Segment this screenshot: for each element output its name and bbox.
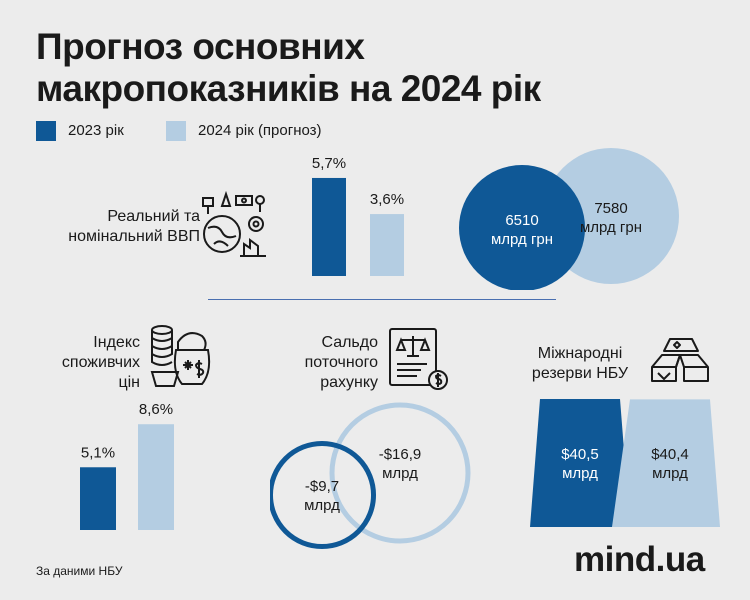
current-account-ring-2023 [270, 440, 377, 550]
current-account-label-line-1: Сальдо [321, 334, 378, 351]
reserves-unit-2024: млрд [652, 465, 688, 482]
cpi-value-label-2024: 8,6% [139, 401, 173, 418]
current-account-label-line-3: рахунку [320, 374, 378, 391]
current-account-label-line-2: поточного [304, 354, 378, 371]
gdp-label-line-2: номінальний ВВП [68, 228, 200, 245]
cpi-label-line-3: цін [118, 374, 140, 391]
cpi-label-line-2: споживчих [61, 354, 140, 371]
gdp-nominal-bubble-2023 [459, 165, 586, 290]
reserves-value-2024: $40,4 [651, 446, 689, 463]
reserves-shape-2024 [612, 399, 720, 527]
gdp-nominal-unit-2024: млрд грн [580, 219, 642, 236]
gdp-label-line-1: Реальний та [107, 208, 200, 225]
gdp-real-bar-2024 [370, 214, 404, 276]
legend-label-2024: 2024 рік (прогноз) [198, 122, 322, 139]
current-account-bubbles: -$9,7 млрд -$16,9 млрд [270, 402, 471, 550]
gdp-real-bars: 5,7% 3,6% [312, 155, 404, 276]
reserves-trapezoids: $40,5 млрд $40,4 млрд [530, 399, 720, 527]
current-account-value-2023: -$9,7 [305, 478, 339, 495]
reserves-label-line-1: Міжнародні [537, 345, 623, 362]
gdp-nominal-value-2024: 7580 [594, 200, 627, 217]
reserves-unit-2023: млрд [562, 465, 598, 482]
page-title: Прогноз основних макропоказників на 2024… [36, 26, 676, 110]
legend-swatch-2024 [166, 121, 186, 141]
cpi-value-label-2023: 5,1% [81, 444, 115, 461]
gold-bars-icon [651, 338, 709, 382]
cpi-bars: 5,1% 8,6% [80, 401, 174, 530]
current-account-unit-2024: млрд [382, 465, 418, 482]
gdp-nominal-bubbles: 6510 млрд грн 7580 млрд грн [459, 148, 679, 290]
reserves-shape-2023 [530, 399, 630, 527]
current-account-value-2024: -$16,9 [379, 446, 422, 463]
cpi-bar-2024 [138, 424, 174, 530]
cpi-bar-2023 [80, 467, 116, 530]
legend-label-2023: 2023 рік [68, 122, 124, 139]
gdp-real-value-label-2023: 5,7% [312, 155, 346, 172]
current-account-label: Сальдо поточного рахунку [260, 333, 378, 393]
source-note: За даними НБУ [36, 564, 123, 578]
balance-document-icon [389, 328, 448, 390]
gdp-real-bar-2023 [312, 177, 346, 276]
section-divider [208, 299, 556, 300]
coins-basket-icon [150, 325, 211, 387]
gdp-nominal-unit-2023: млрд грн [491, 231, 553, 248]
current-account-ring-2024 [329, 402, 471, 544]
legend-swatch-2023 [36, 121, 56, 141]
globe-economy-icon [202, 190, 266, 257]
reserves-label: Міжнародні резерви НБУ [510, 344, 650, 384]
logo: mind.ua [574, 540, 705, 579]
cpi-label-line-1: Індекс [93, 334, 140, 351]
reserves-label-line-2: резерви НБУ [531, 365, 629, 382]
cpi-label: Індекс споживчих цін [30, 333, 140, 393]
gdp-label: Реальний та номінальний ВВП [40, 207, 200, 247]
gdp-nominal-value-2023: 6510 [505, 212, 538, 229]
legend: 2023 рік 2024 рік (прогноз) [36, 121, 376, 143]
reserves-value-2023: $40,5 [561, 446, 599, 463]
title-line-1: Прогноз основних [36, 26, 365, 67]
title-line-2: макропоказників на 2024 рік [36, 68, 541, 109]
gdp-real-value-label-2024: 3,6% [370, 191, 404, 208]
current-account-unit-2023: млрд [304, 497, 340, 514]
